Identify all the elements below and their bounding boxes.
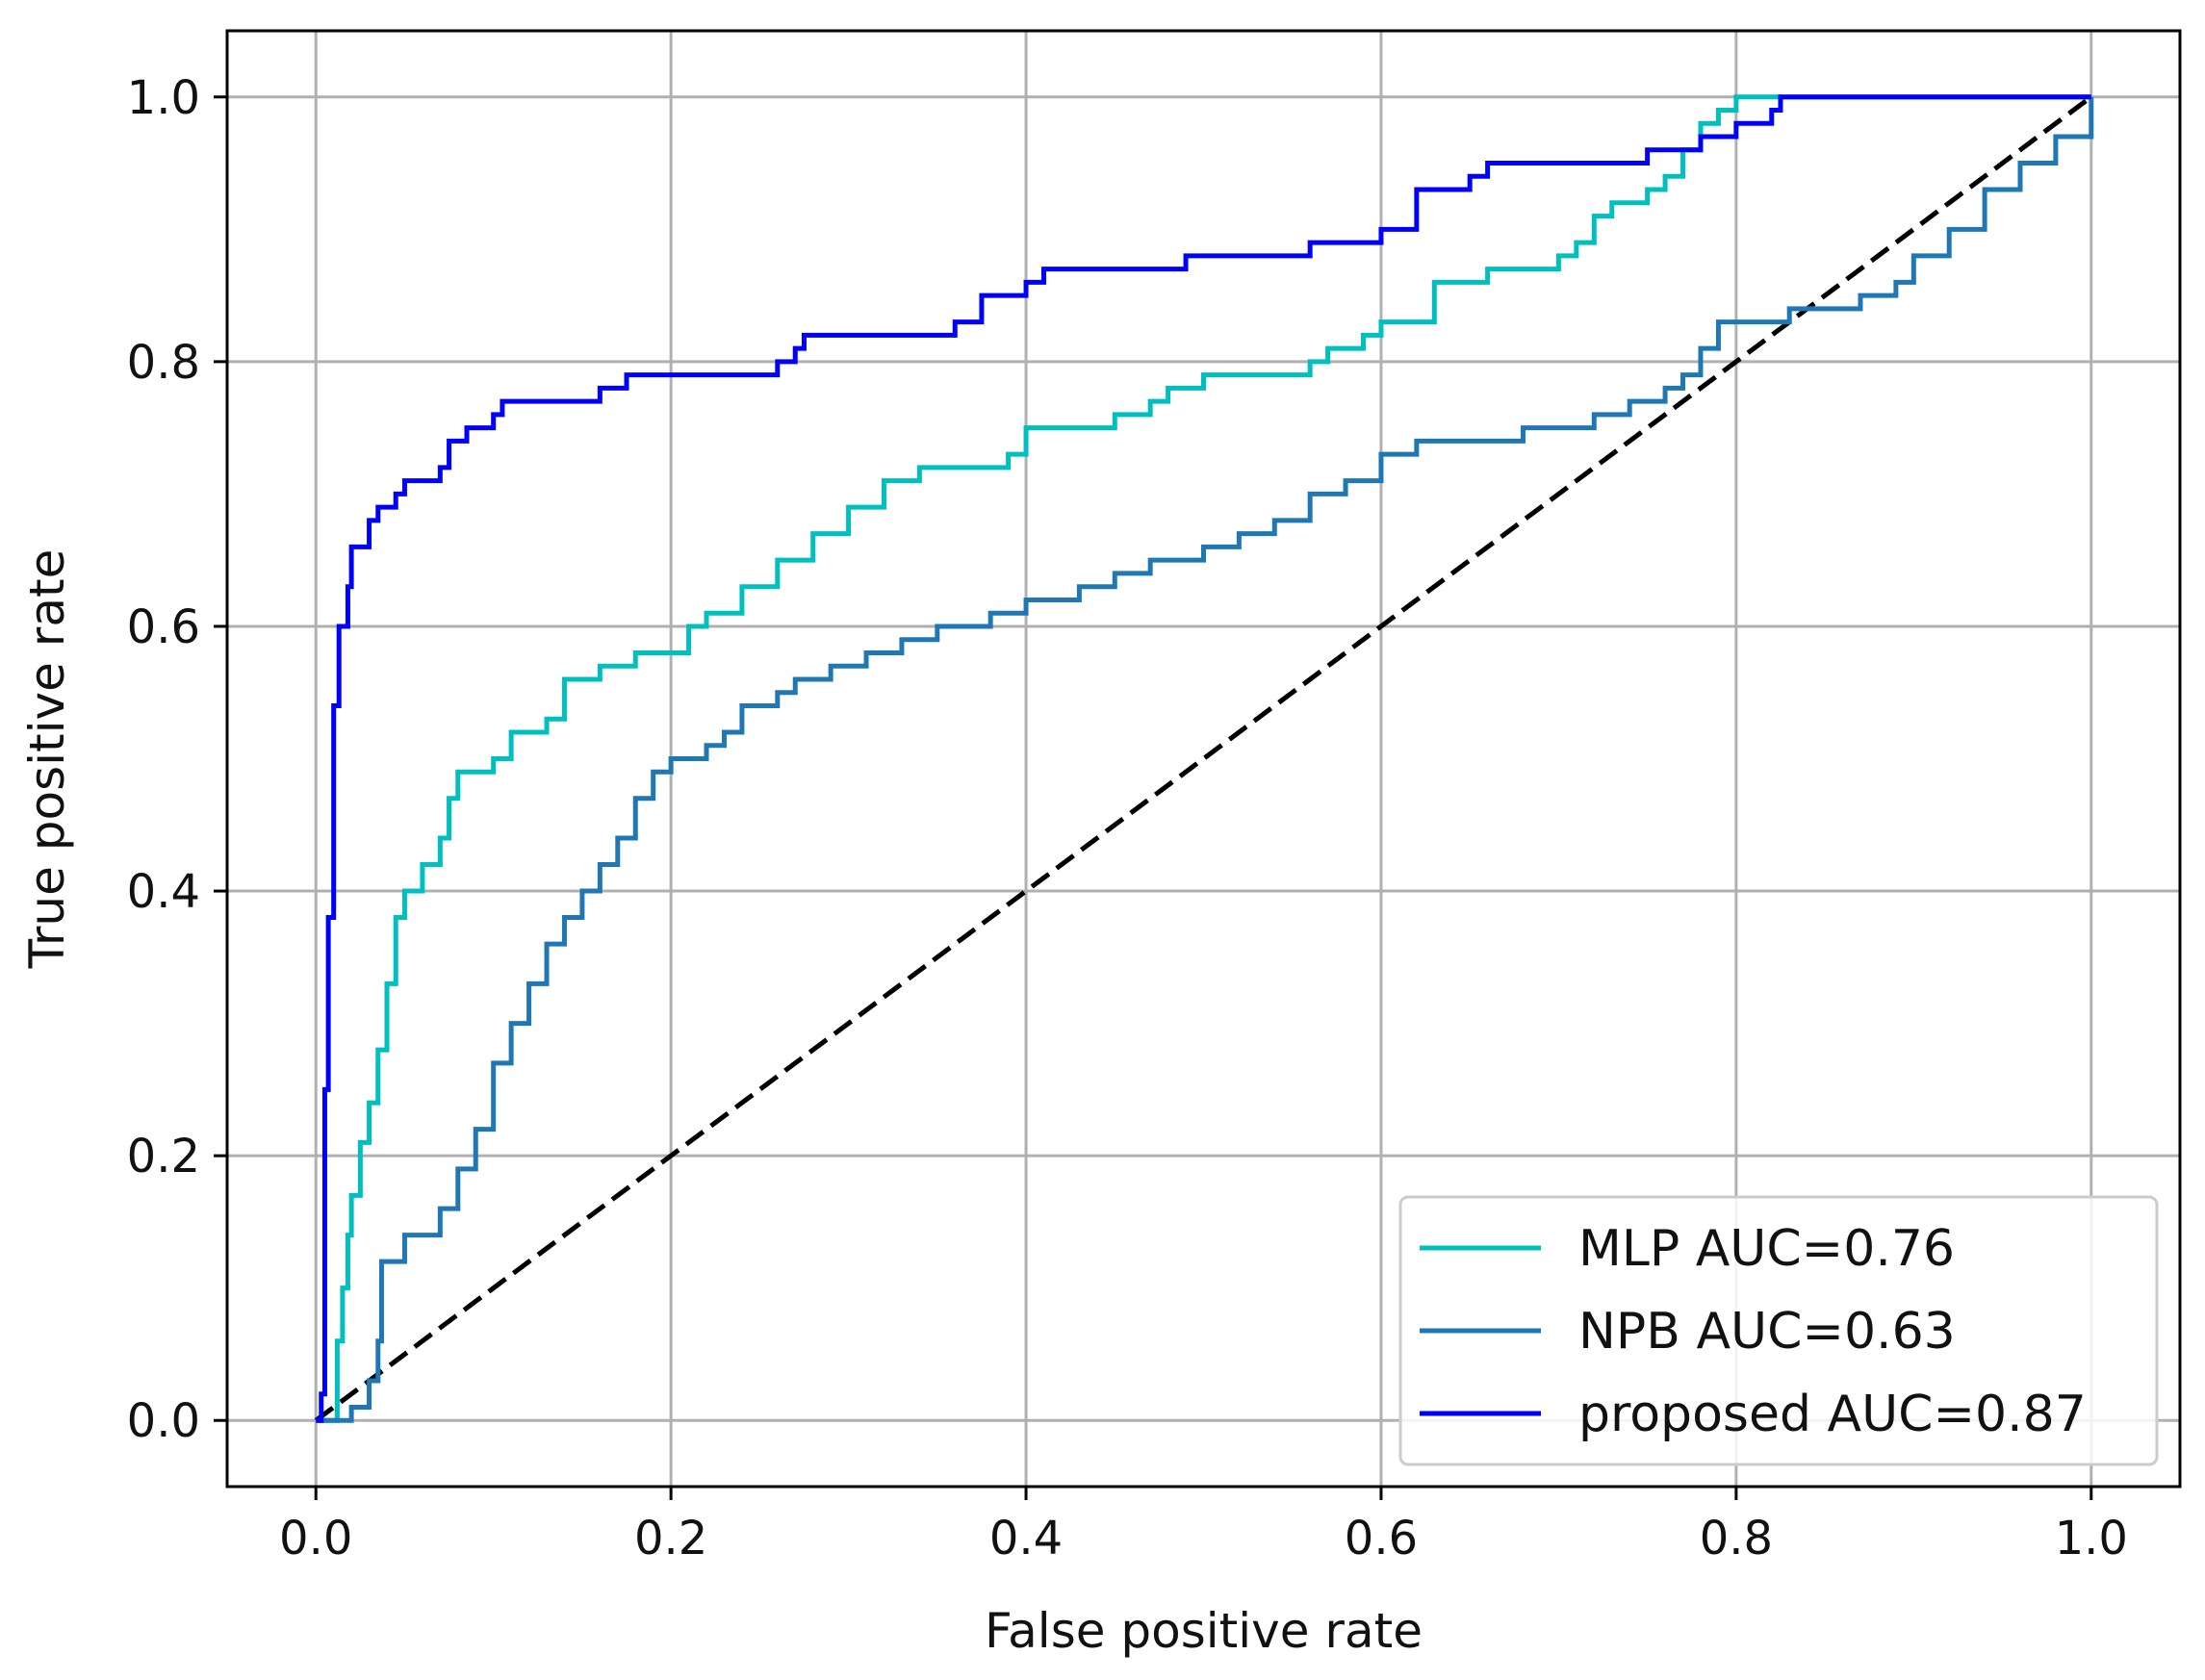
legend-label: proposed AUC=0.87 bbox=[1578, 1386, 2087, 1443]
ticks: 0.0 0.2 0.4 0.6 0.8 1.0 0.0 0.2 0.4 0.6 0.8 1.0 bbox=[127, 71, 2128, 1565]
x-axis-label: False positive rate bbox=[985, 1603, 1423, 1659]
legend-box bbox=[1398, 1195, 2159, 1466]
series-line-proposed bbox=[316, 94, 2091, 1423]
legend: MLP AUC=0.76 NPB AUC=0.63 proposed AUC=0.8… bbox=[1398, 1195, 2159, 1466]
series-line-mlp bbox=[316, 94, 2091, 1423]
plot-frame bbox=[225, 29, 2182, 1489]
y-tick-label: 0.0 bbox=[127, 1394, 200, 1448]
series-lines bbox=[314, 94, 2094, 1423]
legend-label: MLP AUC=0.76 bbox=[1578, 1220, 1955, 1278]
x-tick-label: 0.0 bbox=[279, 1512, 352, 1565]
y-tick-label: 0.4 bbox=[127, 865, 200, 919]
series-line-npb bbox=[316, 96, 2094, 1423]
y-tick-label: 0.6 bbox=[127, 600, 200, 654]
x-tick-label: 0.2 bbox=[634, 1512, 707, 1565]
x-tick-label: 1.0 bbox=[2055, 1512, 2128, 1565]
x-tick-label: 0.8 bbox=[1700, 1512, 1773, 1565]
y-tick-label: 0.2 bbox=[127, 1130, 200, 1184]
y-axis-label: True positive rate bbox=[19, 549, 75, 970]
legend-label: NPB AUC=0.63 bbox=[1578, 1303, 1956, 1361]
y-tick-label: 0.8 bbox=[127, 336, 200, 390]
y-tick-label: 1.0 bbox=[127, 71, 200, 125]
x-tick-label: 0.6 bbox=[1345, 1512, 1418, 1565]
x-tick-label: 0.4 bbox=[989, 1512, 1063, 1565]
